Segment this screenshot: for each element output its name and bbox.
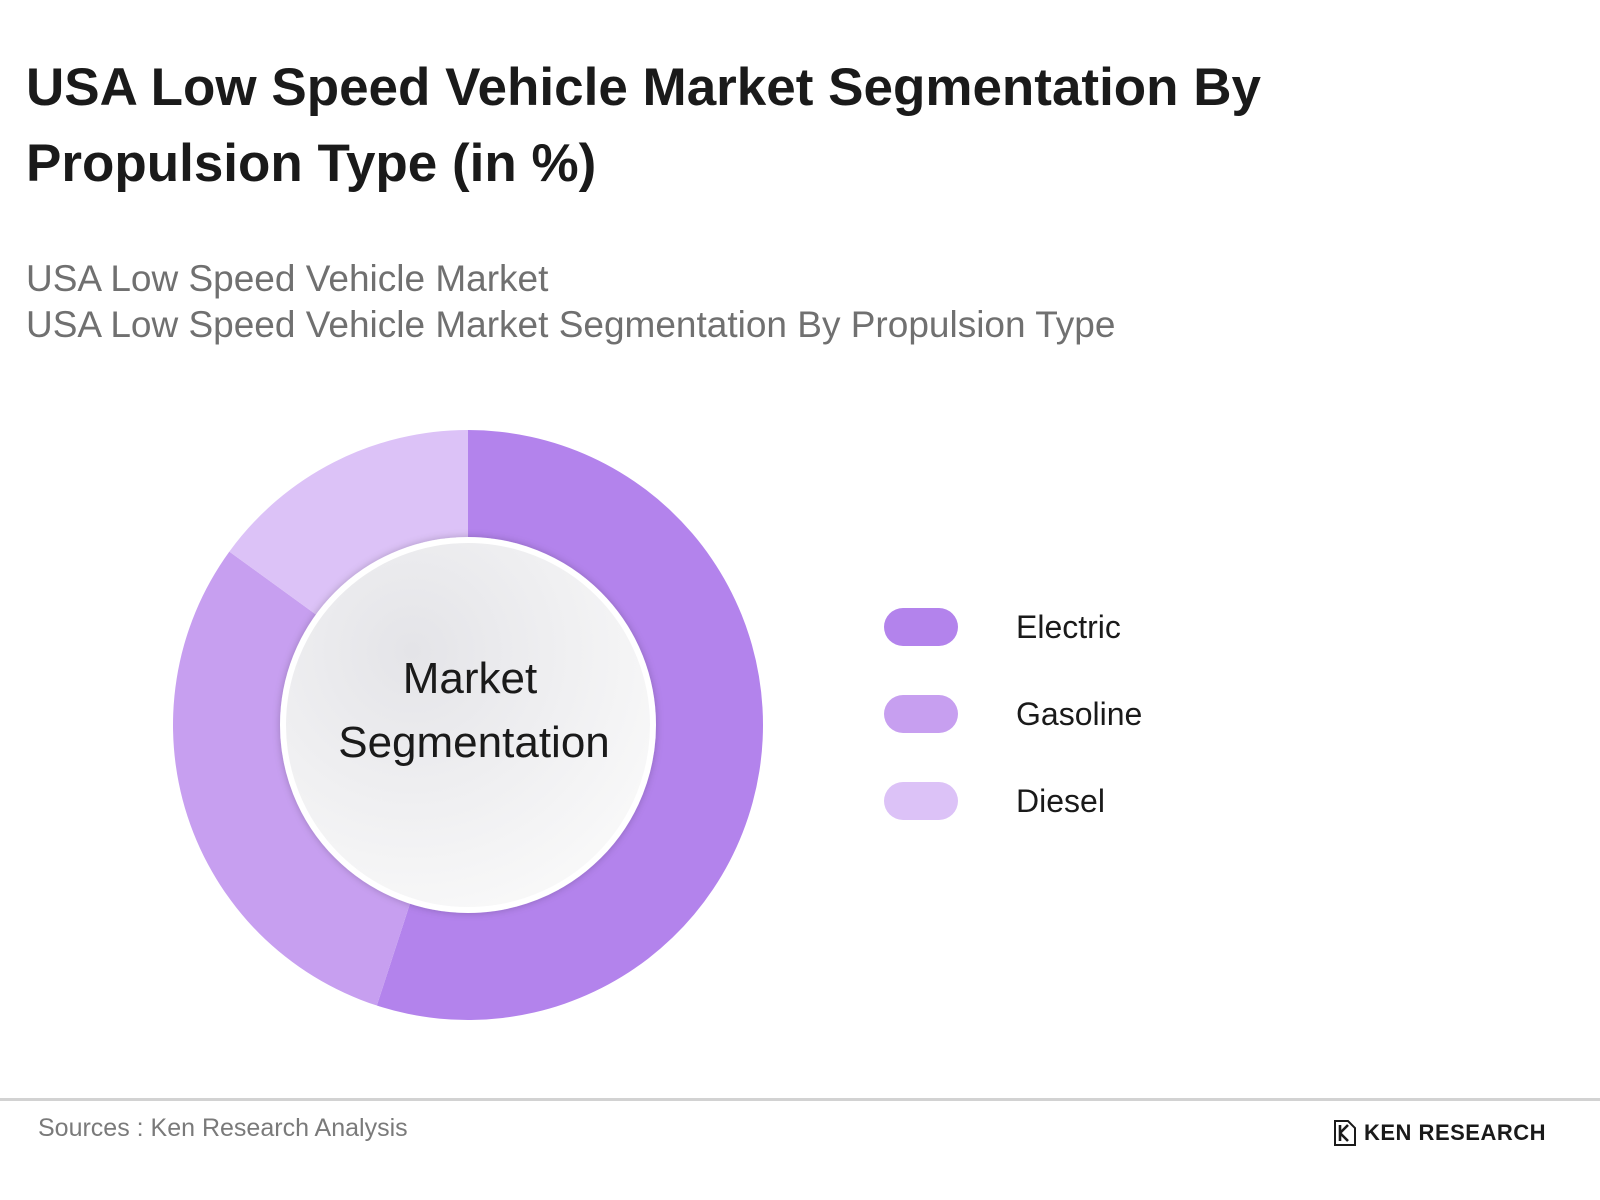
slice-gasoline	[172, 551, 411, 1006]
footer-divider	[0, 1098, 1600, 1101]
center-label-line1: Market	[403, 654, 537, 703]
chart-subtitle-segmentation: USA Low Speed Vehicle Market Segmentatio…	[26, 304, 1116, 345]
chart-title: USA Low Speed Vehicle Market Segmentatio…	[26, 58, 1262, 193]
legend-swatch-gasoline	[884, 695, 958, 733]
chart-legend: Electric Gasoline Diesel	[884, 608, 1142, 869]
ken-research-logo-text: KEN RESEARCH	[1364, 1120, 1547, 1145]
chart-subtitle-market: USA Low Speed Vehicle Market	[26, 258, 549, 299]
legend-label-electric: Electric	[1016, 608, 1121, 645]
slice-diesel	[229, 430, 468, 617]
legend-item-diesel: Diesel	[884, 782, 1142, 820]
center-label-line2: Segmentation	[338, 718, 610, 767]
legend-item-electric: Electric	[884, 608, 1142, 646]
donut-center-disc	[280, 537, 656, 913]
ken-research-logo-icon	[1334, 1120, 1356, 1146]
slice-electric	[376, 430, 764, 1020]
ken-research-logo: KEN RESEARCH	[1334, 1120, 1546, 1146]
donut-chart: Market Segmentation	[172, 430, 764, 1020]
legend-item-gasoline: Gasoline	[884, 695, 1142, 733]
legend-swatch-electric	[884, 608, 958, 646]
legend-label-diesel: Diesel	[1016, 782, 1105, 819]
legend-label-gasoline: Gasoline	[1016, 695, 1143, 732]
source-note: Sources : Ken Research Analysis	[38, 1114, 408, 1142]
legend-swatch-diesel	[884, 782, 958, 820]
